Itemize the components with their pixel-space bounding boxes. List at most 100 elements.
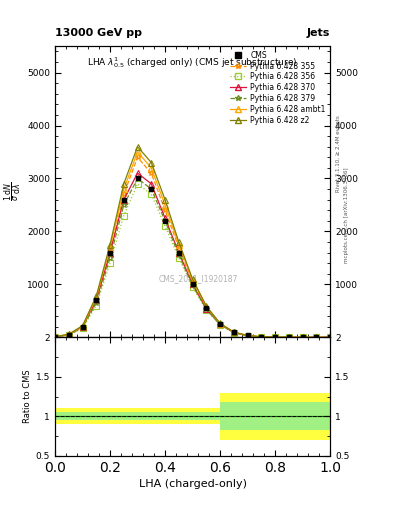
Pythia 6.428 370 xyxy=(149,181,154,187)
Pythia 6.428 379 xyxy=(66,332,71,338)
Pythia 6.428 356 xyxy=(121,212,126,219)
Pythia 6.428 370 xyxy=(80,324,85,330)
Line: Pythia 6.428 379: Pythia 6.428 379 xyxy=(52,176,333,340)
Pythia 6.428 ambt1 xyxy=(94,294,99,301)
Pythia 6.428 356 xyxy=(66,332,71,338)
CMS xyxy=(245,332,250,338)
Pythia 6.428 ambt1 xyxy=(314,334,319,340)
Pythia 6.428 ambt1 xyxy=(204,304,209,310)
Pythia 6.428 355 xyxy=(245,333,250,339)
Pythia 6.428 355 xyxy=(218,321,222,327)
Pythia 6.428 379 xyxy=(259,334,264,340)
Pythia 6.428 ambt1 xyxy=(231,329,236,335)
Pythia 6.428 ambt1 xyxy=(218,321,222,327)
CMS xyxy=(300,334,305,340)
Pythia 6.428 z2 xyxy=(149,160,154,166)
Pythia 6.428 370 xyxy=(94,297,99,303)
Pythia 6.428 379 xyxy=(328,334,332,340)
CMS xyxy=(314,334,319,340)
Pythia 6.428 356 xyxy=(204,307,209,313)
Y-axis label: $\frac{1}{\sigma}\frac{\mathrm{d}N}{\mathrm{d}\lambda}$: $\frac{1}{\sigma}\frac{\mathrm{d}N}{\mat… xyxy=(3,182,24,201)
Pythia 6.428 379 xyxy=(53,334,57,340)
Pythia 6.428 355 xyxy=(135,154,140,160)
CMS xyxy=(149,186,154,192)
CMS xyxy=(80,324,85,330)
Pythia 6.428 356 xyxy=(273,334,277,340)
Pythia 6.428 z2 xyxy=(245,332,250,338)
Line: Pythia 6.428 355: Pythia 6.428 355 xyxy=(52,155,333,340)
CMS xyxy=(163,218,167,224)
Pythia 6.428 z2 xyxy=(273,334,277,340)
Line: Pythia 6.428 356: Pythia 6.428 356 xyxy=(52,181,333,340)
Pythia 6.428 z2 xyxy=(218,320,222,326)
Pythia 6.428 356 xyxy=(108,260,112,266)
Text: 13000 GeV pp: 13000 GeV pp xyxy=(55,28,142,38)
Pythia 6.428 z2 xyxy=(80,323,85,329)
Pythia 6.428 z2 xyxy=(190,276,195,282)
Pythia 6.428 356 xyxy=(149,191,154,198)
CMS xyxy=(273,334,277,340)
Pythia 6.428 370 xyxy=(190,281,195,287)
Pythia 6.428 355 xyxy=(286,334,291,340)
Pythia 6.428 355 xyxy=(328,334,332,340)
Pythia 6.428 z2 xyxy=(286,334,291,340)
Pythia 6.428 ambt1 xyxy=(190,277,195,283)
Pythia 6.428 379 xyxy=(121,202,126,208)
Pythia 6.428 379 xyxy=(94,300,99,306)
Pythia 6.428 z2 xyxy=(328,334,332,340)
Pythia 6.428 356 xyxy=(135,181,140,187)
Pythia 6.428 355 xyxy=(204,305,209,311)
Pythia 6.428 379 xyxy=(218,322,222,328)
Pythia 6.428 ambt1 xyxy=(149,165,154,171)
Pythia 6.428 356 xyxy=(94,303,99,309)
Pythia 6.428 356 xyxy=(176,255,181,261)
Pythia 6.428 356 xyxy=(231,330,236,336)
Pythia 6.428 ambt1 xyxy=(108,244,112,250)
Pythia 6.428 379 xyxy=(80,325,85,331)
Pythia 6.428 z2 xyxy=(300,334,305,340)
Pythia 6.428 379 xyxy=(190,283,195,289)
Pythia 6.428 ambt1 xyxy=(135,149,140,155)
Pythia 6.428 379 xyxy=(204,306,209,312)
CMS xyxy=(231,329,236,335)
CMS xyxy=(190,281,195,287)
Pythia 6.428 370 xyxy=(53,334,57,340)
Pythia 6.428 379 xyxy=(314,334,319,340)
Pythia 6.428 370 xyxy=(300,334,305,340)
Pythia 6.428 379 xyxy=(231,329,236,335)
Line: Pythia 6.428 z2: Pythia 6.428 z2 xyxy=(52,144,333,340)
Pythia 6.428 z2 xyxy=(259,334,264,340)
Pythia 6.428 379 xyxy=(149,186,154,192)
Pythia 6.428 z2 xyxy=(204,303,209,309)
Pythia 6.428 ambt1 xyxy=(259,334,264,340)
Line: Pythia 6.428 ambt1: Pythia 6.428 ambt1 xyxy=(52,149,333,340)
Pythia 6.428 370 xyxy=(273,334,277,340)
Pythia 6.428 370 xyxy=(135,170,140,176)
Pythia 6.428 355 xyxy=(108,249,112,255)
Pythia 6.428 355 xyxy=(121,191,126,198)
Pythia 6.428 355 xyxy=(231,329,236,335)
Pythia 6.428 370 xyxy=(163,215,167,221)
Pythia 6.428 355 xyxy=(80,324,85,330)
CMS xyxy=(218,321,222,327)
CMS xyxy=(286,334,291,340)
Pythia 6.428 355 xyxy=(94,297,99,303)
Pythia 6.428 370 xyxy=(66,332,71,338)
Pythia 6.428 370 xyxy=(328,334,332,340)
CMS xyxy=(176,249,181,255)
Pythia 6.428 ambt1 xyxy=(53,334,57,340)
Pythia 6.428 z2 xyxy=(53,334,57,340)
Pythia 6.428 z2 xyxy=(176,239,181,245)
Pythia 6.428 355 xyxy=(149,170,154,176)
Pythia 6.428 355 xyxy=(53,334,57,340)
Pythia 6.428 z2 xyxy=(163,197,167,203)
Pythia 6.428 355 xyxy=(66,332,71,338)
Pythia 6.428 355 xyxy=(273,334,277,340)
Pythia 6.428 355 xyxy=(190,279,195,285)
Text: CMS_2021_I1920187: CMS_2021_I1920187 xyxy=(158,274,238,284)
Pythia 6.428 z2 xyxy=(314,334,319,340)
Pythia 6.428 370 xyxy=(259,334,264,340)
Pythia 6.428 355 xyxy=(163,207,167,214)
Pythia 6.428 370 xyxy=(245,333,250,339)
Pythia 6.428 379 xyxy=(286,334,291,340)
